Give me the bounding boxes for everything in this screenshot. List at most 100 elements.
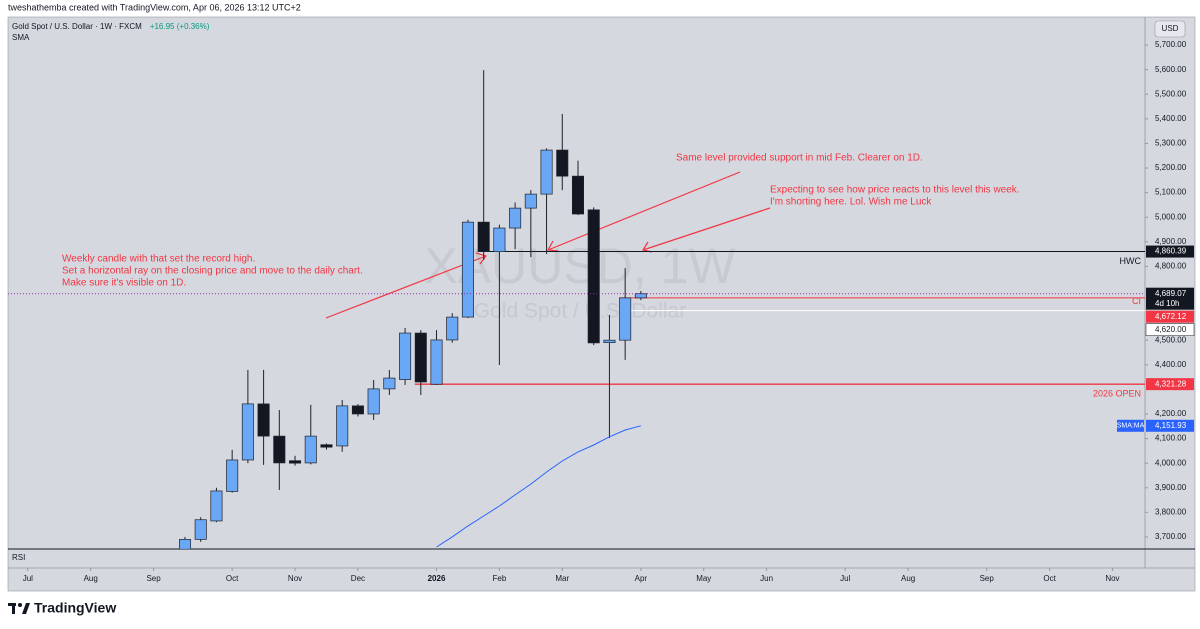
y-tick-label: 4,900.00: [1155, 237, 1187, 246]
candle-body: [446, 316, 459, 341]
annotation: Set a horizontal ray on the closing pric…: [62, 266, 363, 277]
price-change: +16.95 (+0.36%): [150, 22, 210, 31]
candle-body: [336, 405, 349, 447]
candle-body: [289, 460, 302, 464]
sma-tag: [1117, 419, 1144, 432]
price-label: 4,860.39: [1155, 247, 1187, 256]
y-tick-label: 5,700.00: [1155, 40, 1187, 49]
brand-logo: [8, 603, 30, 614]
candle-body: [273, 435, 286, 464]
candle-body: [587, 209, 600, 344]
currency: USD: [1162, 24, 1179, 33]
logo-part: [18, 603, 22, 607]
candle-body: [493, 227, 506, 252]
credit: tweshathemba created with TradingView.co…: [8, 2, 301, 12]
y-tick-label: 3,800.00: [1155, 507, 1187, 516]
arrow-head: [475, 252, 487, 265]
level-name: HWC: [1120, 256, 1142, 266]
candle-body: [399, 332, 412, 380]
currency-box[interactable]: [1154, 20, 1186, 38]
candle-body: [430, 339, 443, 385]
candle-body: [461, 221, 474, 318]
candle-body: [414, 332, 427, 383]
x-tick-label: Nov: [288, 574, 302, 583]
y-tick-label: 3,900.00: [1155, 483, 1187, 492]
candle-body: [477, 221, 490, 252]
x-tick-label: Oct: [1043, 574, 1056, 583]
candle-body: [178, 539, 192, 549]
watermark: XAUUSD, 1W: [424, 238, 736, 294]
candle-body: [619, 297, 632, 341]
y-tick-label: 3,700.00: [1155, 532, 1187, 541]
y-tick-label: 5,300.00: [1155, 139, 1187, 148]
candle-body: [210, 490, 223, 522]
candle-body: [304, 435, 317, 464]
x-tick-label: Feb: [492, 574, 506, 583]
x-tick-label: Nov: [1105, 574, 1119, 583]
plot-area: [178, 70, 1145, 549]
x-tick-label: Jun: [760, 574, 773, 583]
y-tick-label: 5,600.00: [1155, 65, 1187, 74]
arrow: [547, 171, 741, 251]
price-label-box: [1146, 310, 1194, 323]
sma-value-box: [1146, 419, 1194, 432]
annotation: Same level provided support in mid Feb. …: [676, 153, 923, 164]
y-tick-label: 5,500.00: [1155, 89, 1187, 98]
y-tick-label: 5,000.00: [1155, 212, 1187, 221]
logo-part: [22, 603, 30, 614]
arrow: [642, 207, 771, 251]
candle-body: [634, 293, 647, 299]
candle-body: [509, 207, 522, 229]
y-tick-label: 4,500.00: [1155, 335, 1187, 344]
level-name: 2026 OPEN: [1093, 389, 1141, 399]
sma-line: [436, 425, 642, 548]
candle-body: [603, 339, 616, 344]
indicator-legend: SMA: [12, 33, 30, 42]
countdown: 4d 10h: [1155, 299, 1179, 308]
candle-body: [257, 403, 270, 437]
price-label: 4,620.00: [1155, 325, 1187, 334]
candle-body: [226, 459, 239, 492]
arrow-head: [547, 240, 559, 252]
price-label-box: [1146, 378, 1194, 391]
price-label: 4,321.28: [1155, 379, 1187, 388]
sma-value-label: 4,151.93: [1155, 421, 1187, 430]
watermark-subtitle: Gold Spot / U.S. Dollar: [474, 300, 686, 323]
annotation: I'm shorting here. Lol. Wish me Luck: [770, 197, 932, 208]
candle-body: [556, 149, 569, 177]
candle-body: [383, 377, 396, 390]
sma-tag-name: SMA:MA: [1117, 423, 1145, 430]
candle-body: [320, 444, 333, 448]
y-tick-label: 4,000.00: [1155, 458, 1187, 467]
annotation: Expecting to see how price reacts to thi…: [770, 185, 1020, 196]
candle-body: [367, 388, 380, 415]
chart-frame: [7, 16, 1196, 592]
logo-part: [12, 603, 15, 614]
price-label: 4,672.12: [1155, 312, 1187, 321]
price-label-box: [1145, 323, 1195, 336]
candle-body: [571, 175, 585, 215]
x-tick-label: Jul: [840, 574, 850, 583]
level-name: CI: [1132, 296, 1141, 306]
x-tick-label: Mar: [555, 574, 569, 583]
candle-body: [351, 405, 364, 415]
x-tick-label: Oct: [226, 574, 239, 583]
arrow: [325, 255, 487, 319]
y-tick-label: 5,100.00: [1155, 188, 1187, 197]
candle-body: [524, 193, 537, 209]
x-tick-label: Aug: [84, 574, 98, 583]
y-tick-label: 4,400.00: [1155, 360, 1187, 369]
x-tick-label: May: [696, 574, 711, 583]
candle-body: [540, 149, 553, 195]
x-tick-label: Sep: [980, 574, 995, 583]
brand: TradingView: [34, 600, 116, 616]
y-tick-label: 5,200.00: [1155, 163, 1187, 172]
y-tick-label: 5,400.00: [1155, 114, 1187, 123]
symbol-legend: Gold Spot / U.S. Dollar · 1W · FXCM: [12, 22, 142, 31]
x-tick-label: Aug: [901, 574, 915, 583]
y-tick-label: 4,100.00: [1155, 434, 1187, 443]
annotation: Make sure it's visible on 1D.: [62, 278, 186, 289]
x-tick-label: Dec: [351, 574, 365, 583]
price-label: 4,689.07: [1155, 289, 1187, 298]
